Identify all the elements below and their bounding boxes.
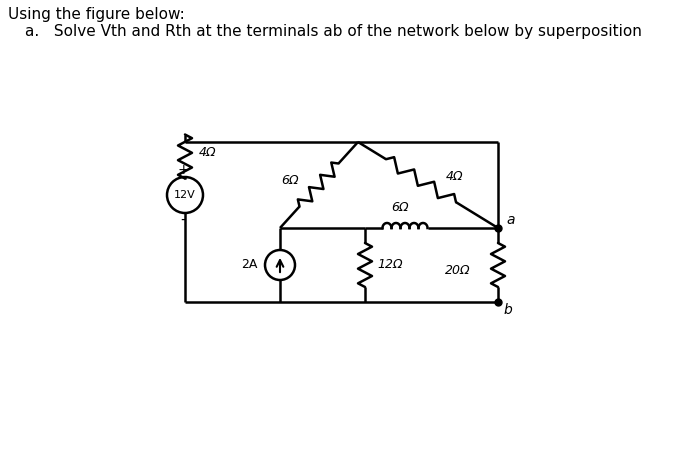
Text: 12Ω: 12Ω: [377, 258, 403, 271]
Text: 2A: 2A: [241, 258, 258, 271]
Text: a.   Solve Vth and Rth at the terminals ab of the network below by superposition: a. Solve Vth and Rth at the terminals ab…: [25, 24, 642, 39]
Text: 4Ω: 4Ω: [446, 171, 464, 184]
Text: +: +: [177, 163, 188, 177]
Text: Using the figure below:: Using the figure below:: [8, 7, 184, 22]
Text: 6Ω: 6Ω: [281, 174, 299, 186]
Text: b: b: [503, 303, 512, 317]
Text: 6Ω: 6Ω: [391, 201, 409, 214]
Text: 20Ω: 20Ω: [445, 264, 471, 276]
Text: 4Ω: 4Ω: [199, 146, 216, 159]
Text: -: -: [180, 212, 186, 226]
Text: a: a: [506, 213, 515, 227]
Text: 12V: 12V: [174, 190, 196, 200]
